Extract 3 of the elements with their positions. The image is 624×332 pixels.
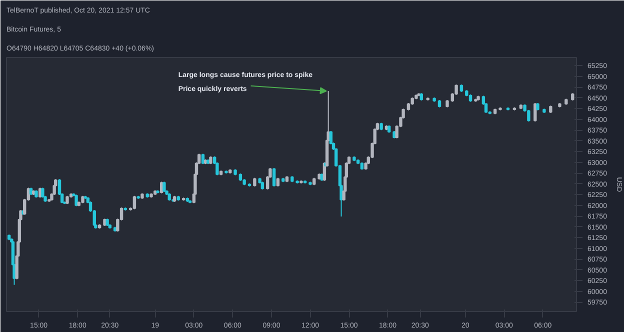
candlestick [272, 167, 276, 187]
candlestick [162, 181, 166, 193]
candlestick [41, 187, 44, 198]
